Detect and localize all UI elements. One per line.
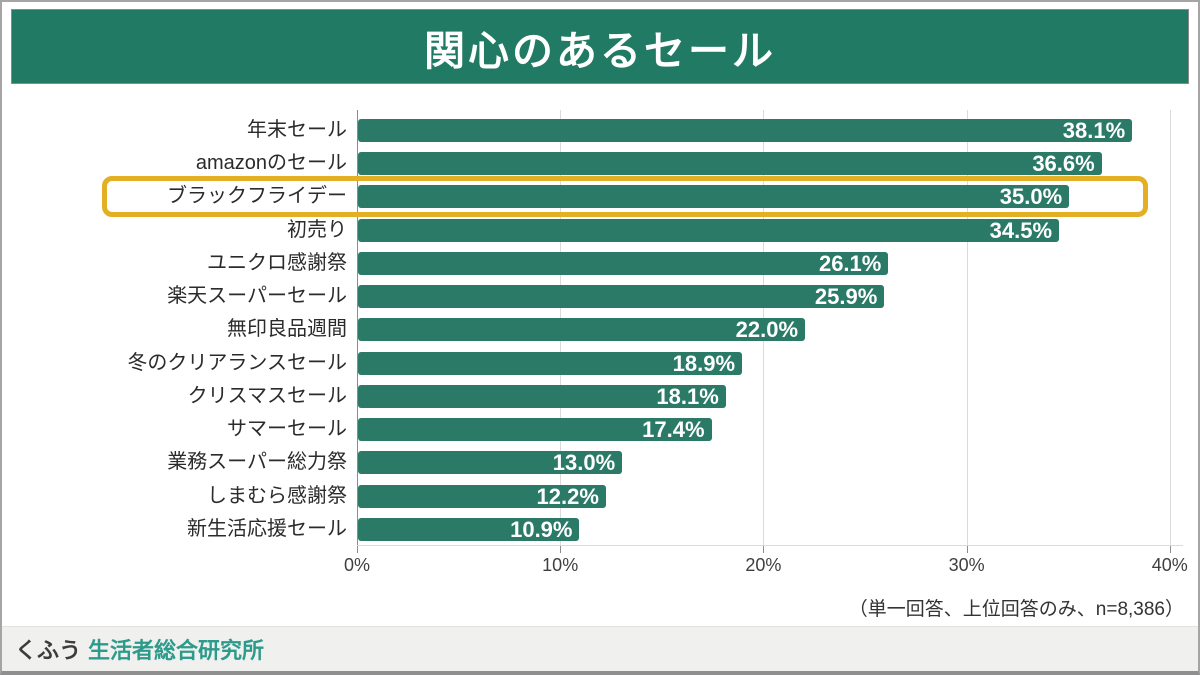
axis-tick <box>357 545 358 553</box>
bar-value-label: 35.0% <box>999 184 1063 210</box>
bar: 17.4% <box>358 417 712 443</box>
x-axis-line <box>357 545 1183 546</box>
bar: 22.0% <box>358 317 806 343</box>
bar: 38.1% <box>358 118 1133 143</box>
bar-value-label: 34.5% <box>989 217 1053 243</box>
brand-logo-institute: 生活者総合研究所 <box>88 638 265 663</box>
bar-value-label: 17.4% <box>642 417 705 443</box>
category-label: amazonのセール <box>195 152 347 175</box>
bar: 35.0% <box>358 184 1070 210</box>
category-label: しまむら感謝祭 <box>207 484 347 507</box>
bar: 34.5% <box>358 217 1060 243</box>
highlight-frame <box>102 176 1148 218</box>
axis-tick <box>1169 545 1171 553</box>
bar-value-label: 10.9% <box>510 516 573 542</box>
footer-bar: くふう 生活者総合研究所 <box>2 626 1198 671</box>
category-label: 業務スーパー総力祭 <box>167 451 347 474</box>
gridline <box>1169 110 1171 545</box>
bar-value-label: 38.1% <box>1062 118 1126 143</box>
bar: 26.1% <box>358 250 889 276</box>
bar-value-label: 25.9% <box>814 284 878 310</box>
axis-tick <box>763 545 765 553</box>
bar: 13.0% <box>358 450 623 476</box>
category-label: 初売り <box>287 218 347 241</box>
bar-value-label: 12.2% <box>536 483 599 509</box>
bar-value-label: 36.6% <box>1032 151 1095 177</box>
bar: 25.9% <box>358 284 885 310</box>
bar-value-label: 13.0% <box>552 450 616 476</box>
axis-tick <box>560 545 562 553</box>
y-axis-line <box>357 110 358 545</box>
category-label: 楽天スーパーセール <box>167 285 347 308</box>
bar: 36.6% <box>358 151 1102 177</box>
page-title: 関心のあるセール <box>424 27 776 74</box>
x-tick-label: 30% <box>948 555 985 575</box>
brand-logo-kufu: くふう <box>15 638 82 663</box>
bar-value-label: 18.1% <box>656 383 719 409</box>
category-label: 年末セール <box>247 119 347 141</box>
category-label: 冬のクリアランスセール <box>127 351 347 374</box>
category-label: ユニクロ感謝祭 <box>207 251 347 274</box>
category-label: 無印良品週間 <box>227 318 347 341</box>
sample-note: （単一回答、上位回答のみ、n=8,386） <box>848 599 1184 620</box>
bar-value-label: 18.9% <box>672 350 736 376</box>
bar-value-label: 22.0% <box>735 317 799 343</box>
gridline <box>966 110 968 545</box>
category-label: クリスマスセール <box>187 384 347 407</box>
bar: 12.2% <box>358 483 606 509</box>
bar: 10.9% <box>358 516 580 542</box>
category-label: 新生活応援セール <box>187 517 347 540</box>
bar: 18.9% <box>358 350 743 376</box>
x-tick-label: 0% <box>343 555 370 575</box>
axis-tick <box>966 545 968 553</box>
x-tick-label: 10% <box>542 555 579 575</box>
bar: 18.1% <box>358 383 726 409</box>
chart-header-band: 関心のあるセール <box>11 9 1189 84</box>
bar-value-label: 26.1% <box>818 250 882 276</box>
x-tick-label: 20% <box>745 555 782 575</box>
category-label: サマーセール <box>227 418 347 441</box>
category-label: ブラックフライデー <box>167 185 347 208</box>
x-tick-label: 40% <box>1151 555 1188 575</box>
